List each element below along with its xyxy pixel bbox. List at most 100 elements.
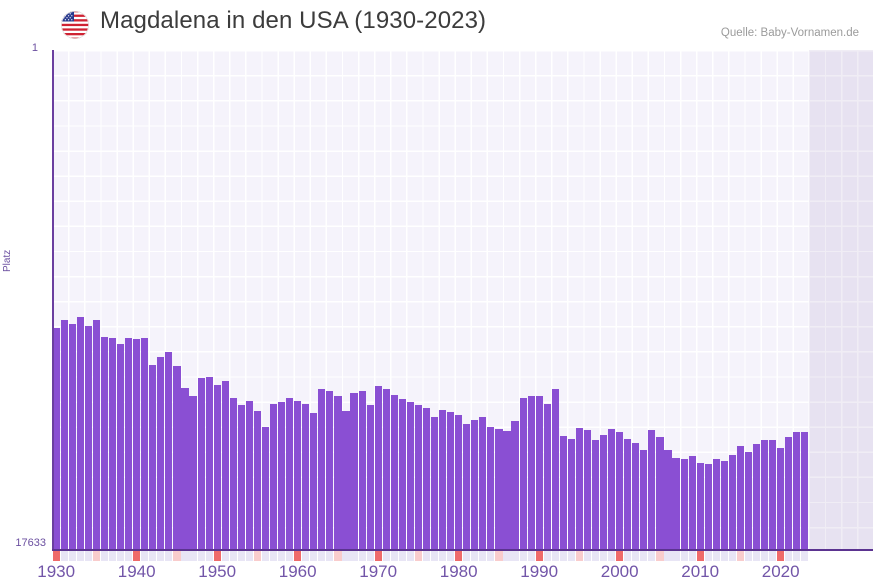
bar-1975[interactable]	[414, 405, 423, 550]
bar-2011[interactable]	[704, 464, 712, 550]
bar-1949[interactable]	[205, 377, 213, 550]
bar-1995[interactable]	[575, 428, 584, 550]
x-tick-2005	[656, 551, 664, 561]
bar-1973[interactable]	[398, 399, 406, 550]
bar-1998[interactable]	[600, 435, 608, 550]
x-tick-1951	[221, 551, 229, 561]
bar-1930[interactable]	[52, 328, 60, 550]
bar-1969[interactable]	[366, 405, 374, 550]
bar-1951[interactable]	[221, 381, 229, 550]
bar-1944[interactable]	[165, 352, 173, 550]
bar-1976[interactable]	[422, 408, 431, 550]
bar-2008[interactable]	[680, 459, 688, 550]
bar-2002[interactable]	[632, 443, 640, 550]
bar-2000[interactable]	[616, 432, 624, 550]
bar-1956[interactable]	[261, 427, 270, 550]
bar-1978[interactable]	[439, 410, 447, 550]
bar-1999[interactable]	[608, 429, 616, 550]
bar-2009[interactable]	[688, 456, 696, 550]
bar-1955[interactable]	[253, 411, 262, 550]
bar-1963[interactable]	[318, 389, 326, 550]
bar-1981[interactable]	[463, 424, 471, 550]
bar-1986[interactable]	[503, 431, 511, 550]
bar-1941[interactable]	[141, 338, 149, 550]
bar-1996[interactable]	[583, 430, 592, 550]
bar-2019[interactable]	[769, 440, 777, 550]
bar-1932[interactable]	[68, 324, 76, 550]
bar-2006[interactable]	[664, 450, 672, 550]
bar-1948[interactable]	[197, 378, 205, 550]
bar-2023[interactable]	[801, 432, 809, 550]
bar-1936[interactable]	[100, 337, 109, 550]
bar-1974[interactable]	[406, 402, 414, 550]
bar-1937[interactable]	[108, 338, 117, 550]
bar-1968[interactable]	[358, 391, 366, 550]
bar-2007[interactable]	[672, 458, 680, 550]
bar-1939[interactable]	[125, 338, 133, 550]
bar-2015[interactable]	[736, 446, 745, 550]
bar-1957[interactable]	[269, 404, 278, 550]
bar-2017[interactable]	[752, 444, 761, 550]
bar-1962[interactable]	[310, 413, 318, 550]
bar-2016[interactable]	[744, 452, 753, 550]
bar-1992[interactable]	[551, 389, 559, 550]
bar-1954[interactable]	[245, 401, 253, 550]
bar-1961[interactable]	[302, 404, 310, 550]
bar-1931[interactable]	[60, 320, 68, 550]
x-tick-1985	[495, 551, 503, 561]
bar-1964[interactable]	[326, 391, 334, 550]
bar-1952[interactable]	[229, 398, 237, 550]
bar-1994[interactable]	[567, 439, 575, 550]
bar-2003[interactable]	[640, 450, 648, 550]
bar-1970[interactable]	[374, 386, 382, 550]
bar-1950[interactable]	[213, 385, 221, 550]
bar-2010[interactable]	[696, 463, 704, 550]
bar-1980[interactable]	[455, 415, 463, 550]
bar-2020[interactable]	[777, 448, 785, 550]
bar-1990[interactable]	[535, 396, 543, 550]
bar-1959[interactable]	[286, 398, 294, 550]
bar-2014[interactable]	[728, 455, 736, 550]
bar-1967[interactable]	[350, 393, 358, 550]
bar-2001[interactable]	[624, 439, 632, 550]
bar-1933[interactable]	[76, 317, 84, 550]
bar-1987[interactable]	[511, 421, 519, 550]
bar-2021[interactable]	[785, 437, 793, 550]
bar-1946[interactable]	[181, 388, 189, 550]
x-tick-1969	[366, 551, 374, 561]
bar-1989[interactable]	[527, 396, 535, 550]
bar-1947[interactable]	[189, 396, 197, 550]
bar-2005[interactable]	[656, 437, 664, 550]
bar-1960[interactable]	[294, 401, 302, 550]
bar-2013[interactable]	[720, 461, 728, 550]
bar-1953[interactable]	[237, 405, 245, 550]
bar-2004[interactable]	[648, 430, 656, 550]
bar-1991[interactable]	[543, 404, 551, 550]
bar-1971[interactable]	[382, 389, 390, 550]
bar-1988[interactable]	[519, 398, 527, 550]
bar-1942[interactable]	[149, 365, 157, 550]
bar-1943[interactable]	[157, 357, 165, 550]
x-axis-labels: 1930 1940 1950 1960 1970 1980 1990 2000 2010 2020	[37, 562, 873, 586]
bar-1985[interactable]	[495, 429, 503, 550]
bar-1984[interactable]	[487, 427, 495, 550]
bar-1958[interactable]	[278, 402, 286, 550]
bar-1945[interactable]	[173, 366, 181, 550]
bar-2022[interactable]	[793, 432, 801, 550]
bar-1935[interactable]	[92, 320, 101, 550]
bar-1940[interactable]	[133, 339, 141, 550]
bar-1965[interactable]	[334, 396, 342, 550]
bar-1972[interactable]	[390, 395, 398, 550]
bar-1977[interactable]	[430, 417, 439, 550]
bar-1966[interactable]	[342, 411, 350, 550]
bar-2012[interactable]	[712, 459, 720, 550]
bar-1979[interactable]	[447, 412, 455, 550]
bar-2018[interactable]	[761, 440, 769, 550]
bar-1993[interactable]	[559, 436, 567, 550]
bar-1983[interactable]	[479, 417, 487, 550]
bar-1997[interactable]	[591, 440, 600, 550]
bar-1938[interactable]	[117, 344, 125, 550]
x-tick-1995	[575, 551, 584, 561]
bar-1934[interactable]	[84, 326, 92, 550]
bar-1982[interactable]	[471, 420, 479, 550]
